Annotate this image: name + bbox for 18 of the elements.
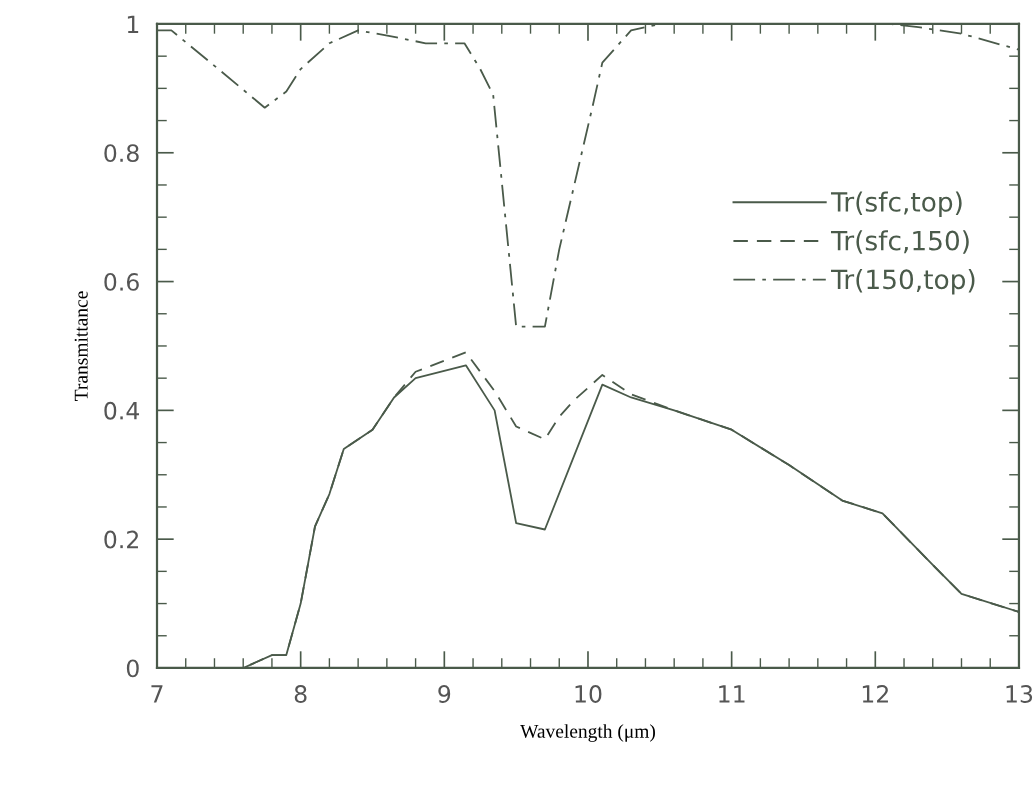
x-tick-label: 11 (719, 685, 745, 703)
y-tick-label: 0 (126, 659, 139, 678)
x-tick-label: 7 (151, 685, 163, 703)
y-tick-label: 0.6 (104, 273, 139, 291)
y-tick-label: 1 (127, 15, 139, 33)
x-tick-label: 12 (862, 685, 888, 703)
legend-label: Tr(150,top) (830, 268, 975, 295)
y-tick-label: 0.8 (104, 144, 139, 163)
y-tick-label: 0.4 (104, 401, 140, 420)
legend-label: Tr(sfc,150) (830, 230, 969, 254)
y-tick-label: 0.2 (104, 530, 138, 549)
x-tick-label: 9 (438, 685, 451, 703)
legend-label: Tr(sfc,top) (830, 191, 962, 217)
x-tick-label: 8 (294, 685, 307, 703)
x-tick-label: 13 (1006, 685, 1033, 703)
x-tick-label: 10 (575, 685, 602, 703)
x-axis-title: Wavelength (μm) (520, 724, 655, 742)
y-axis-title: Transmittance (74, 291, 88, 401)
